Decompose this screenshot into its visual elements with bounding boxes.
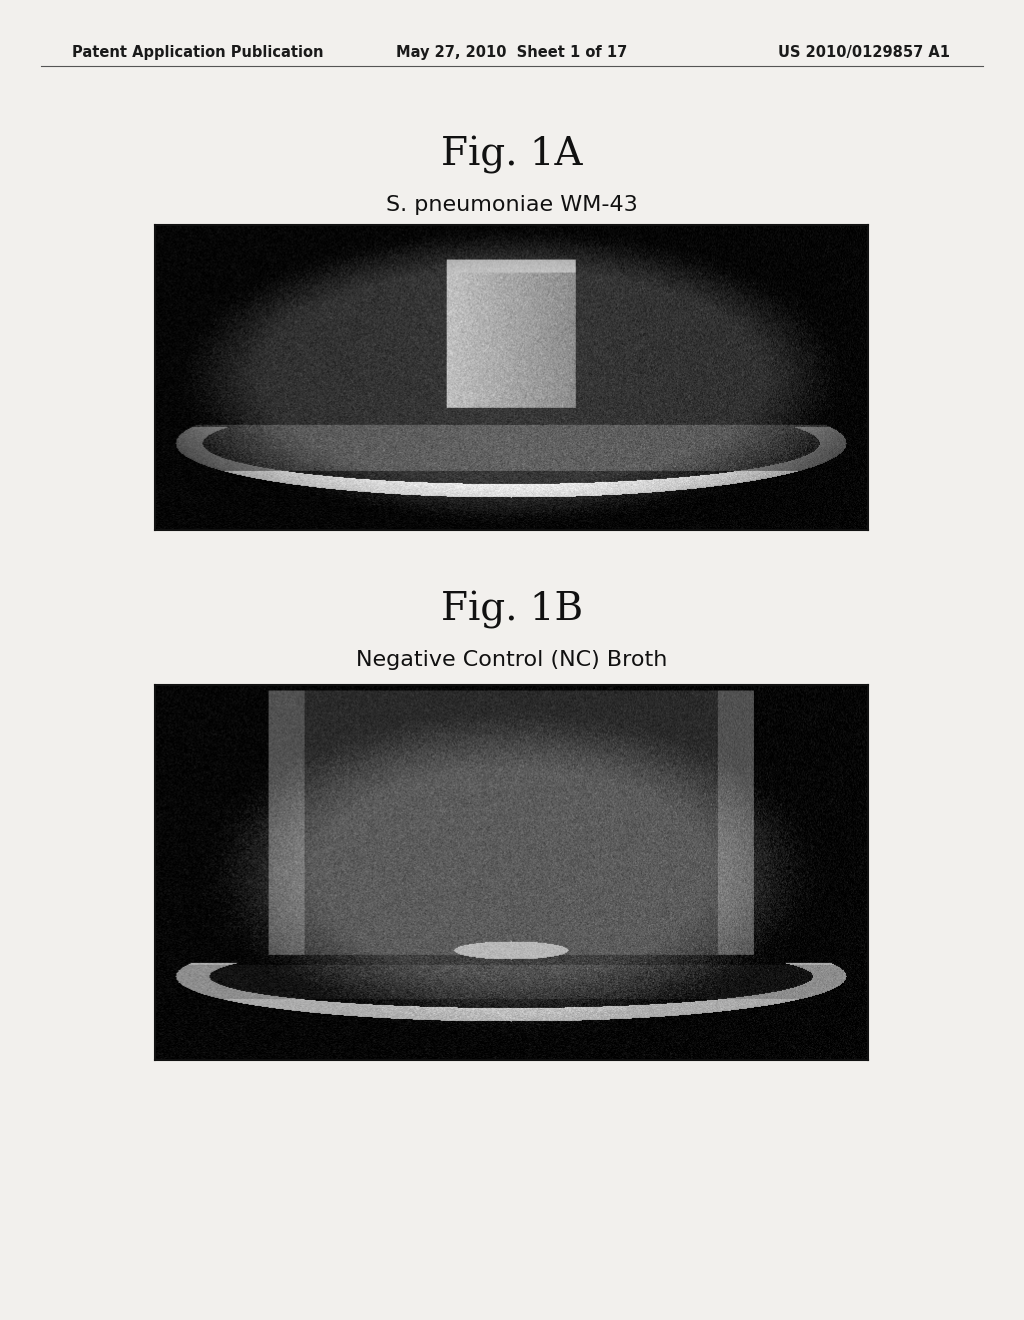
Text: Patent Application Publication: Patent Application Publication — [72, 45, 324, 59]
Text: US 2010/0129857 A1: US 2010/0129857 A1 — [778, 45, 950, 59]
Text: Fig. 1B: Fig. 1B — [441, 591, 583, 630]
Text: Fig. 1A: Fig. 1A — [441, 136, 583, 174]
Text: May 27, 2010  Sheet 1 of 17: May 27, 2010 Sheet 1 of 17 — [396, 45, 628, 59]
Text: S. pneumoniae WM-43: S. pneumoniae WM-43 — [386, 195, 638, 215]
Text: Negative Control (NC) Broth: Negative Control (NC) Broth — [356, 649, 668, 671]
